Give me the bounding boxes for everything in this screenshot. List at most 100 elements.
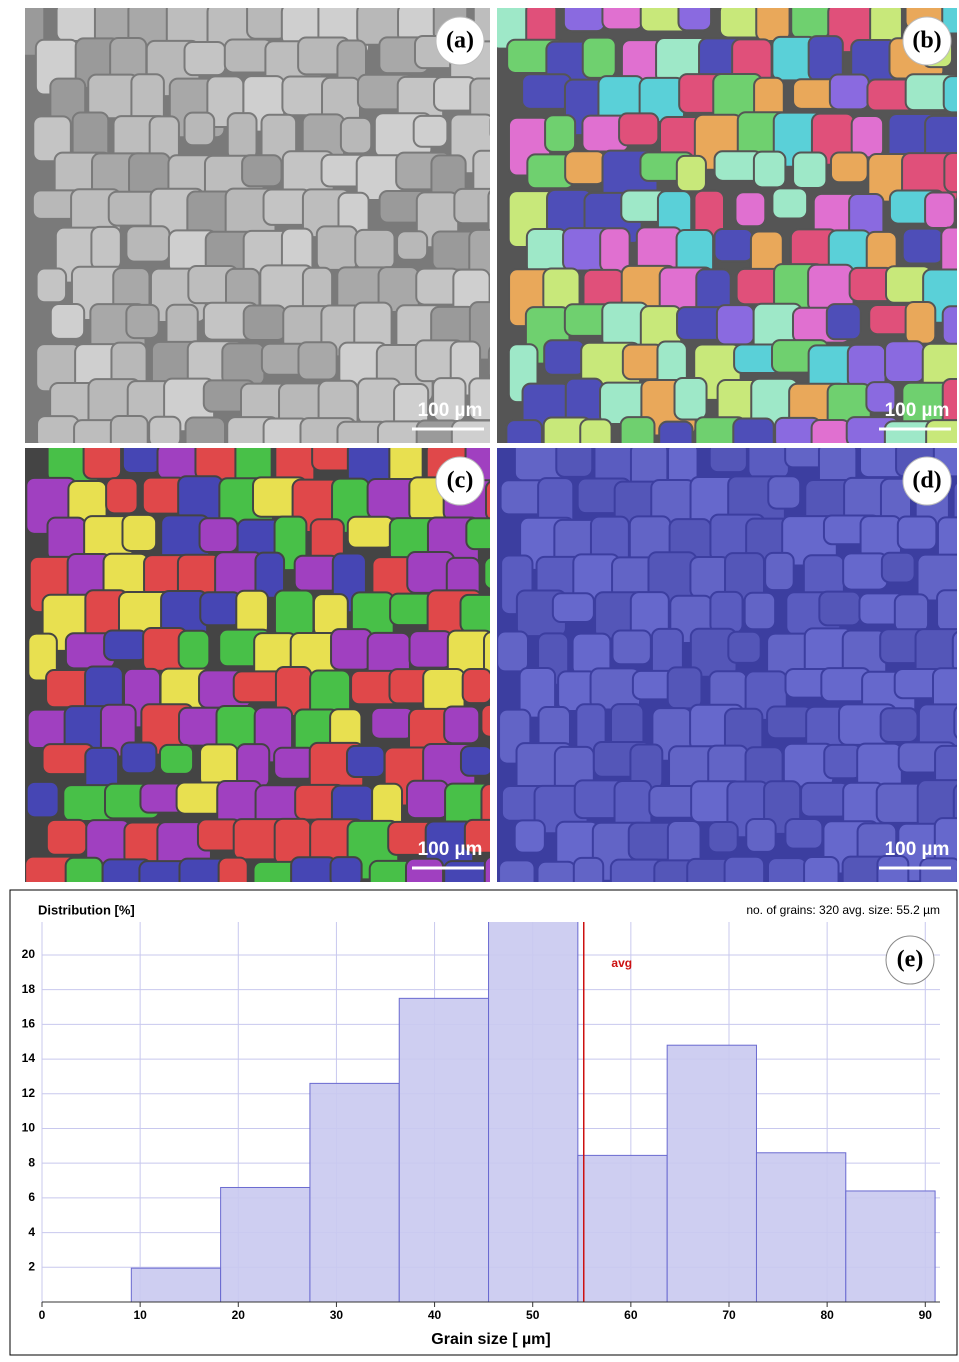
figure: (a)100 µm(b)100 µm(c)100 µm(d)100 µm Dis… (0, 0, 959, 1357)
x-axis-title: Grain size [ µm] (431, 1331, 550, 1348)
grain (678, 0, 711, 30)
grain (895, 594, 928, 632)
grain (37, 416, 79, 448)
grain (954, 705, 959, 739)
grain (745, 593, 776, 630)
grain (414, 116, 448, 147)
bar (667, 1045, 756, 1302)
grain (91, 227, 120, 270)
panel-label: (a) (446, 28, 474, 54)
grain (410, 631, 453, 667)
grain (461, 595, 499, 632)
grain (185, 42, 226, 75)
grain (746, 819, 775, 852)
grain (885, 341, 924, 382)
grain (497, 631, 528, 671)
grain (104, 630, 147, 660)
annotation: no. of grains: 320 avg. size: 55.2 µm (746, 903, 940, 917)
grain (244, 305, 286, 340)
grain (793, 152, 826, 188)
grain (710, 592, 742, 633)
bar (489, 903, 578, 1302)
grain (556, 441, 592, 476)
grain (619, 113, 658, 145)
scale-bar-label: 100 µm (885, 400, 950, 421)
grain (106, 478, 137, 513)
grain (920, 858, 959, 893)
grain (898, 517, 937, 550)
grain (407, 781, 448, 818)
grain (725, 857, 765, 892)
grain (466, 518, 498, 549)
grain (236, 591, 268, 635)
bar (131, 1268, 220, 1302)
grain (944, 76, 959, 112)
grain (768, 476, 800, 508)
grain (583, 38, 616, 78)
grain (937, 590, 959, 631)
grain (317, 226, 357, 270)
grain (522, 74, 571, 109)
grain (499, 860, 534, 894)
grain (824, 745, 861, 778)
grain (27, 782, 59, 818)
grain (461, 746, 492, 776)
y-axis-title: Distribution [%] (38, 902, 135, 917)
grain (675, 378, 707, 419)
grain (178, 476, 222, 520)
grain (574, 858, 603, 894)
y-tick-label: 18 (22, 982, 36, 996)
grain (47, 820, 87, 855)
bar (221, 1187, 310, 1302)
grain (735, 192, 765, 226)
grain (710, 442, 747, 472)
y-tick-label: 4 (28, 1225, 35, 1239)
grain (728, 632, 760, 663)
bar (310, 1083, 399, 1302)
grain (515, 820, 545, 852)
panel-label: (c) (447, 468, 474, 494)
grain (122, 515, 156, 551)
grain (51, 304, 84, 339)
grain (819, 592, 860, 626)
grain (228, 113, 257, 160)
grain (827, 304, 861, 339)
grain (553, 593, 594, 622)
x-tick-label: 20 (232, 1308, 246, 1322)
grain (355, 230, 394, 269)
grain (275, 590, 314, 637)
panel-label: (d) (912, 468, 941, 494)
grain (944, 153, 959, 192)
grain (612, 630, 650, 664)
grain (545, 115, 575, 152)
grain (791, 0, 829, 38)
panel-label: (b) (912, 28, 941, 54)
grain (222, 343, 264, 385)
grain (347, 746, 384, 777)
x-tick-label: 90 (919, 1308, 933, 1322)
grain (200, 592, 241, 625)
grain (602, 1, 642, 30)
scale-bar-label: 100 µm (418, 839, 483, 860)
grain (801, 783, 849, 817)
x-tick-label: 80 (820, 1308, 834, 1322)
grain (906, 302, 936, 344)
grain (843, 553, 887, 589)
grain (200, 518, 238, 552)
grain (882, 553, 915, 583)
grain (714, 229, 752, 261)
grain (242, 155, 281, 186)
grain (754, 152, 785, 188)
grain (149, 417, 180, 447)
grain (444, 706, 479, 743)
grain (943, 306, 959, 344)
avg-label: avg (611, 956, 632, 970)
grain (708, 822, 737, 852)
bar (399, 998, 488, 1302)
x-tick-label: 60 (624, 1308, 638, 1322)
y-tick-label: 16 (22, 1017, 36, 1031)
grain (185, 113, 215, 146)
page: {"panels": [ {"label": "(a)", "scale_bar… (0, 0, 959, 1357)
x-tick-label: 70 (722, 1308, 736, 1322)
grain (772, 188, 807, 218)
